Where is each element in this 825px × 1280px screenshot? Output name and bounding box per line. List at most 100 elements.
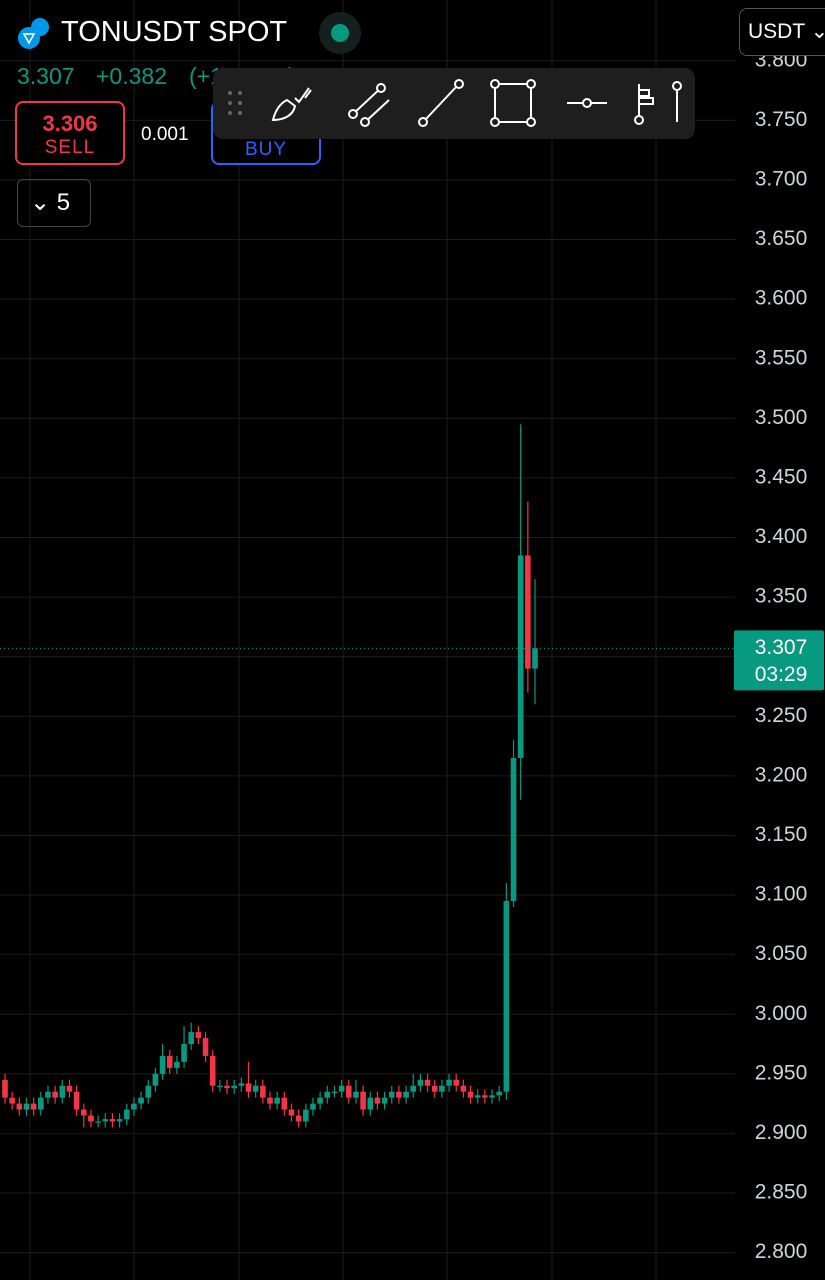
candle-body — [16, 1103, 23, 1110]
candle-body — [303, 1109, 309, 1122]
candle-body — [231, 1085, 237, 1089]
candle-body — [152, 1073, 159, 1086]
header-change: +0.382 — [96, 63, 167, 89]
candle-body — [252, 1085, 259, 1092]
candle-body — [23, 1103, 30, 1110]
long-position-tool[interactable] — [634, 81, 682, 125]
horizontal-line-tool[interactable] — [567, 98, 607, 108]
y-tick-label: 3.400 — [755, 525, 808, 548]
currency-select[interactable]: USDT ⌄ — [739, 8, 825, 56]
last-price-box — [734, 630, 824, 691]
candle-body — [109, 1119, 116, 1122]
candle-body — [324, 1091, 331, 1098]
candle-body — [73, 1091, 80, 1110]
candle-body — [496, 1091, 502, 1096]
candle-body — [403, 1091, 409, 1098]
candle-body — [467, 1091, 474, 1098]
status-dot — [319, 12, 361, 54]
candle-body — [188, 1032, 195, 1045]
candle-body — [260, 1085, 266, 1098]
candle-body — [388, 1091, 395, 1098]
y-tick-label: 3.450 — [755, 465, 808, 488]
candle-body — [474, 1095, 481, 1098]
candle-body — [145, 1085, 152, 1098]
symbol: TONUSDT SPOT — [61, 16, 288, 48]
y-tick-label: 3.250 — [755, 704, 808, 727]
candle-body — [353, 1091, 359, 1098]
y-tick-label: 3.750 — [755, 108, 808, 131]
candle-body — [66, 1085, 73, 1092]
y-tick-label: 2.850 — [755, 1181, 808, 1204]
candle-body — [195, 1032, 202, 1039]
y-tick-label: 3.100 — [755, 883, 808, 906]
candle-body — [217, 1085, 223, 1087]
candle-body — [510, 757, 517, 902]
candle-body — [410, 1085, 417, 1092]
sell-price: 3.306 — [42, 111, 98, 136]
candle-body — [446, 1079, 452, 1086]
y-tick-label: 3.600 — [755, 287, 808, 310]
y-tick-label: 2.900 — [755, 1121, 808, 1144]
y-tick-label: 3.050 — [755, 942, 808, 965]
y-tick-label: 3.650 — [755, 227, 808, 250]
candle-body — [281, 1097, 288, 1110]
coin-icon — [17, 16, 51, 50]
candle-body — [274, 1097, 280, 1104]
interval: 5 — [56, 189, 71, 216]
candle-body — [238, 1083, 245, 1086]
candle-body — [503, 901, 510, 1092]
y-tick-label: 3.550 — [755, 346, 808, 369]
candle-body — [310, 1103, 316, 1110]
candle-body — [166, 1055, 173, 1068]
candle-body — [131, 1103, 137, 1110]
candle-body — [439, 1085, 445, 1092]
y-tick-label: 3.200 — [755, 763, 808, 786]
spread: 0.001 — [141, 124, 189, 145]
candle-body — [159, 1055, 166, 1074]
rectangle-tool[interactable] — [490, 79, 536, 127]
y-tick-label: 3.500 — [755, 406, 808, 429]
trend-channel-tool[interactable] — [348, 83, 390, 127]
drawing-toolbar — [213, 68, 695, 139]
line-tool[interactable] — [418, 79, 464, 127]
candle-body — [174, 1061, 180, 1068]
candle-body — [38, 1097, 44, 1110]
candle-body — [123, 1109, 130, 1120]
countdown: 03:29 — [755, 663, 808, 686]
candle-body — [209, 1055, 216, 1086]
candle-body — [360, 1091, 366, 1110]
y-tick-label: 3.350 — [755, 585, 808, 608]
candle-body — [453, 1079, 460, 1086]
candle-body — [245, 1083, 252, 1092]
y-tick-label: 2.800 — [755, 1240, 808, 1263]
candle-body — [525, 555, 531, 669]
candle-body — [345, 1085, 352, 1098]
candle-body — [138, 1097, 144, 1104]
candle-body — [224, 1085, 230, 1089]
candle-body — [482, 1095, 488, 1098]
candle-body — [116, 1119, 123, 1122]
drag-handle[interactable] — [228, 91, 242, 115]
y-tick-label: 3.150 — [755, 823, 808, 846]
candle-body — [317, 1097, 323, 1104]
candle-body — [59, 1085, 66, 1098]
last-price-label: 3.307 — [755, 636, 808, 659]
candle-body — [460, 1085, 467, 1092]
candle-body — [2, 1079, 8, 1098]
y-tick-label: 3.000 — [755, 1002, 808, 1025]
candle-body — [331, 1091, 338, 1093]
candle-body — [431, 1085, 438, 1092]
sell-button[interactable]: 3.306 SELL — [15, 101, 125, 165]
interval-toggle[interactable]: ⌄ 5 — [17, 179, 91, 227]
candle-body — [202, 1038, 209, 1056]
candle-body — [295, 1115, 302, 1122]
header-price: 3.307 — [17, 63, 75, 89]
currency: USDT — [748, 20, 805, 43]
brush-tool[interactable] — [271, 87, 312, 122]
candle-body — [532, 648, 538, 669]
candle-body — [424, 1079, 431, 1086]
candle-body — [80, 1109, 87, 1116]
candle-body — [489, 1095, 495, 1098]
